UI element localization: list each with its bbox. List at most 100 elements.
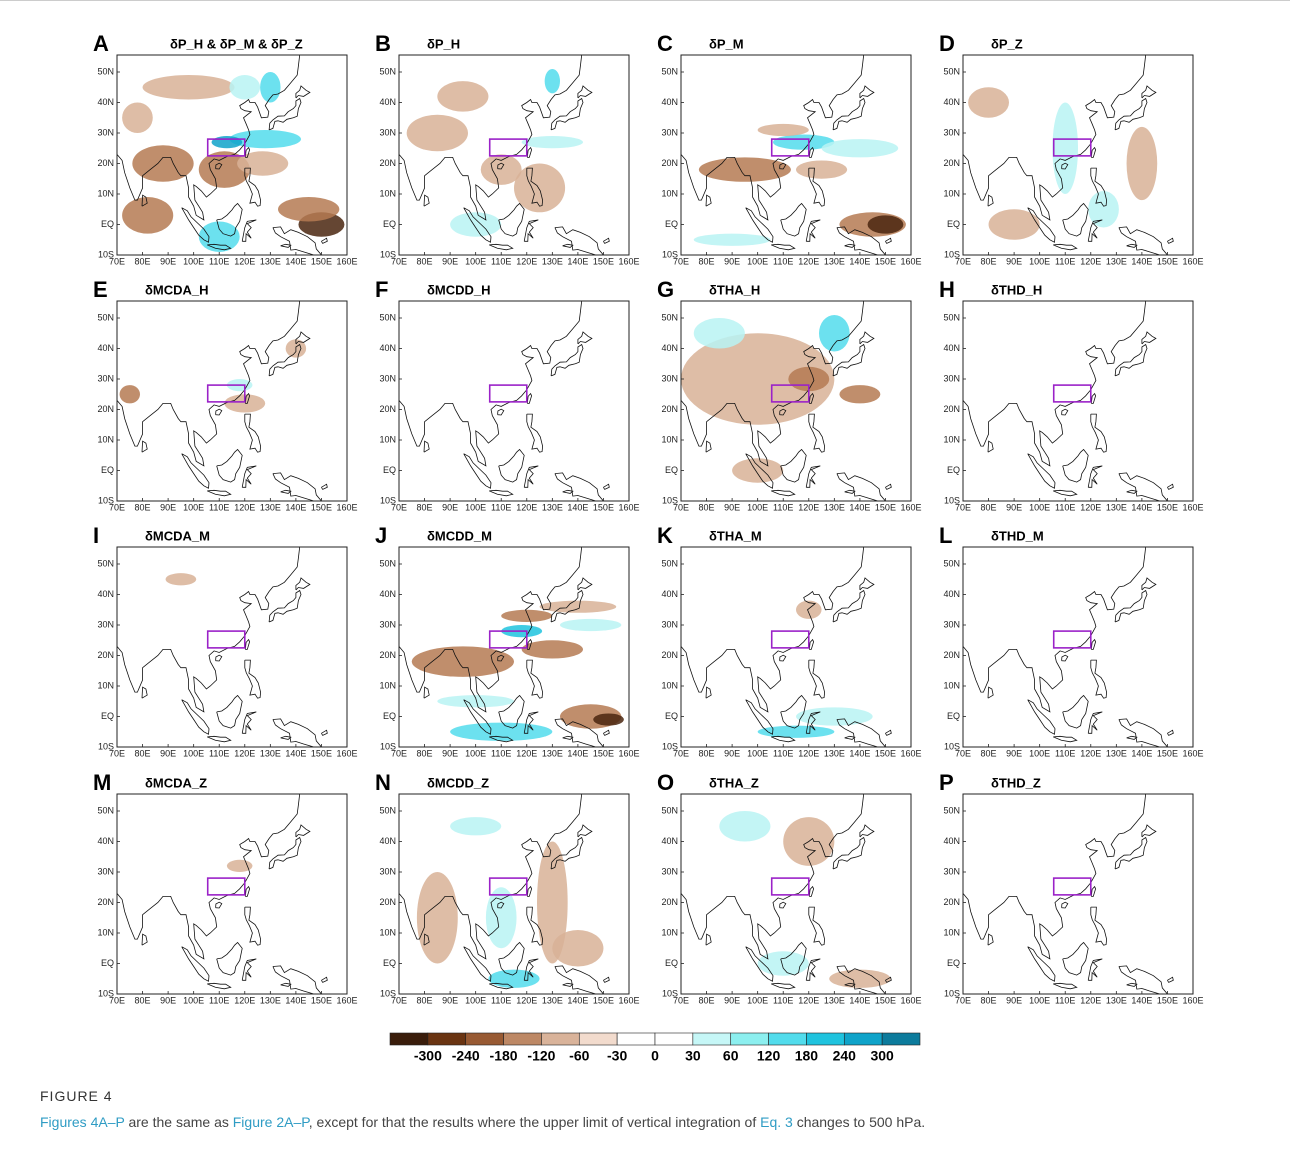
coastline: [603, 483, 610, 490]
lat-label: 40N: [379, 836, 396, 846]
lon-label: 90E: [442, 995, 458, 1005]
lat-label: 50N: [943, 558, 960, 568]
caption-link[interactable]: Figure 2A–P: [232, 1114, 309, 1130]
colorbar-label: 60: [723, 1048, 739, 1064]
coastline: [498, 694, 525, 729]
shading: [719, 811, 771, 842]
lon-label: 90E: [1006, 256, 1022, 266]
panel-title: δMCDA_M: [145, 528, 210, 543]
lat-label: 50N: [661, 805, 678, 815]
colorbar-label: -300: [414, 1048, 442, 1064]
lat-label: 10S: [380, 249, 396, 259]
coastline: [207, 243, 232, 251]
colorbar-swatch: [806, 1032, 845, 1046]
lon-label: 140E: [567, 256, 588, 266]
lon-label: 110E: [773, 995, 793, 1005]
coastline: [489, 243, 514, 251]
coastline: [463, 453, 492, 489]
lon-label: 150E: [1157, 256, 1178, 266]
map-area: [681, 55, 911, 255]
coastline: [554, 718, 604, 747]
lat-label: 10N: [379, 188, 396, 198]
coastline: [780, 448, 807, 483]
coastline: [832, 589, 866, 623]
shading: [593, 713, 624, 726]
lon-label: 80E: [417, 995, 433, 1005]
lat-label: 20N: [97, 897, 114, 907]
coastline: [268, 343, 302, 377]
coastline: [498, 941, 525, 976]
lat-label: EQ: [947, 219, 960, 229]
coastline: [771, 735, 796, 743]
caption-link[interactable]: Figures 4A–P: [40, 1114, 125, 1130]
lat-label: 50N: [379, 312, 396, 322]
lat-label: 10N: [97, 927, 114, 937]
shading: [165, 573, 197, 586]
lat-label: 20N: [943, 897, 960, 907]
coastline: [117, 55, 301, 221]
lon-label: 100E: [747, 502, 768, 512]
lon-label: 160E: [1182, 995, 1203, 1005]
study-region-box: [488, 877, 528, 896]
lon-label: 110E: [1055, 502, 1075, 512]
coastline: [1053, 982, 1078, 990]
lon-label: 110E: [209, 256, 229, 266]
colorbar-swatch: [843, 1032, 883, 1046]
shading: [521, 640, 583, 659]
coastline: [577, 577, 593, 591]
lon-label: 150E: [593, 748, 614, 758]
lat-label: 10S: [944, 741, 960, 751]
map-frame: [680, 54, 912, 256]
panel-title: δTHD_M: [991, 528, 1044, 543]
coastline: [771, 982, 796, 990]
coastline: [498, 202, 525, 237]
shading: [829, 969, 891, 988]
coastline: [963, 547, 1147, 713]
lon-label: 160E: [336, 748, 357, 758]
coastline: [1118, 226, 1168, 255]
coastline: [554, 226, 604, 255]
panel-title: δTHA_H: [709, 282, 760, 297]
lon-label: 150E: [593, 995, 614, 1005]
lat-label: 10N: [943, 434, 960, 444]
coastline: [836, 226, 886, 255]
lat-label: 20N: [379, 650, 396, 660]
coastline: [1053, 735, 1078, 743]
lon-label: 130E: [824, 748, 845, 758]
lon-label: 90E: [724, 995, 740, 1005]
coastline: [321, 237, 328, 244]
coastline: [859, 824, 875, 838]
coastline: [523, 711, 539, 734]
lon-label: 100E: [465, 256, 486, 266]
lon-label: 110E: [491, 502, 511, 512]
lat-label: 30N: [97, 373, 114, 383]
lon-label: 90E: [160, 502, 176, 512]
caption-link[interactable]: Eq. 3: [760, 1114, 793, 1130]
lat-label: 20N: [97, 404, 114, 414]
lat-label: EQ: [947, 465, 960, 475]
lat-label: 10S: [380, 988, 396, 998]
lon-label: 150E: [311, 502, 332, 512]
lat-label: 10S: [944, 495, 960, 505]
coastline: [321, 729, 328, 736]
lat-label: EQ: [101, 465, 114, 475]
coastline: [1167, 976, 1174, 983]
panel-title: δMCDD_M: [427, 528, 492, 543]
coastline: [885, 237, 892, 244]
lon-label: 120E: [516, 995, 537, 1005]
shading: [122, 197, 174, 234]
lat-label: 40N: [943, 343, 960, 353]
coastline: [562, 243, 574, 248]
shading: [142, 75, 235, 100]
map-area: [963, 301, 1193, 501]
lon-label: 70E: [391, 748, 407, 758]
lat-label: 30N: [943, 373, 960, 383]
lon-label: 70E: [955, 748, 971, 758]
lon-label: 70E: [391, 256, 407, 266]
map-area: [963, 547, 1193, 747]
shading: [122, 102, 153, 133]
caption-segment: , except for that the results where the …: [308, 1114, 761, 1130]
lon-label: 130E: [1106, 502, 1127, 512]
lon-label: 120E: [798, 995, 819, 1005]
